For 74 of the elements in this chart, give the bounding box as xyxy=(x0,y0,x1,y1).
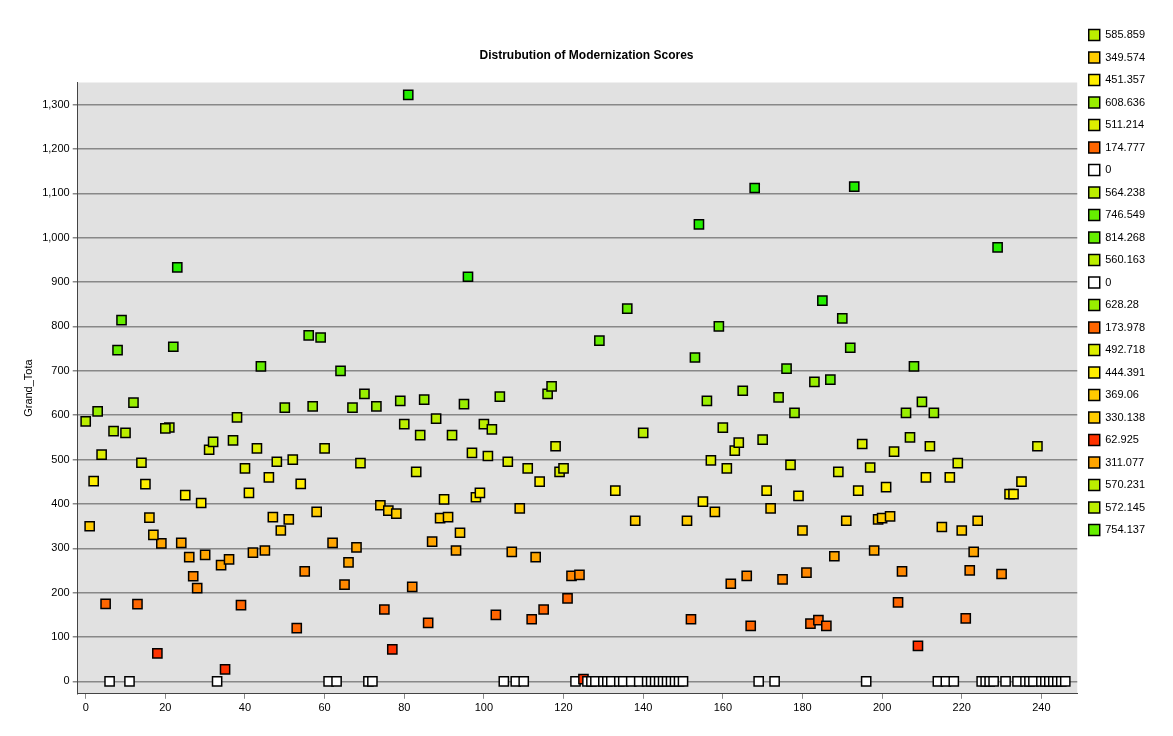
point xyxy=(84,520,96,532)
y-tick-label: 900 xyxy=(51,275,70,288)
x-tick-label: 160 xyxy=(713,701,733,714)
point xyxy=(144,512,155,523)
legend-label: 572.145 xyxy=(1105,500,1145,513)
y-tick-label: 1,100 xyxy=(42,186,70,199)
x-tick-label: 240 xyxy=(1032,701,1051,714)
point xyxy=(104,676,115,687)
y-tick-label: 500 xyxy=(51,452,70,465)
legend-label: 369.06 xyxy=(1105,388,1139,401)
point xyxy=(152,648,163,659)
point xyxy=(136,457,147,469)
legend-label: 754.137 xyxy=(1105,523,1145,536)
point xyxy=(120,427,131,439)
x-tick-label: 60 xyxy=(318,701,331,714)
y-axis-title: Grand_Tota xyxy=(21,358,34,417)
x-tick-label: 0 xyxy=(82,701,89,714)
y-tick-label: 1,300 xyxy=(42,97,70,110)
legend-label: 560.163 xyxy=(1105,253,1145,266)
chart-title: Distrubution of Modernization Scores xyxy=(479,47,694,62)
point xyxy=(140,478,151,490)
point xyxy=(156,538,167,549)
point xyxy=(88,475,99,487)
point xyxy=(100,598,111,610)
point xyxy=(96,449,107,460)
x-tick-label: 20 xyxy=(159,701,172,714)
y-tick-label: 1,200 xyxy=(42,141,70,154)
y-tick-label: 400 xyxy=(51,496,70,509)
point xyxy=(112,344,123,356)
y-tick-label: 200 xyxy=(51,585,70,598)
legend-label: 628.28 xyxy=(1105,298,1139,311)
legend-label: 330.138 xyxy=(1105,410,1145,423)
y-tick-label: 100 xyxy=(51,630,70,643)
point xyxy=(124,676,135,687)
x-tick-label: 220 xyxy=(952,701,971,714)
x-tick-label: 140 xyxy=(634,701,653,714)
point xyxy=(92,405,103,417)
legend-label: 451.357 xyxy=(1105,73,1145,86)
legend-label: 746.549 xyxy=(1105,208,1145,221)
point xyxy=(80,416,92,427)
x-tick-label: 200 xyxy=(872,701,892,714)
point xyxy=(116,314,127,326)
legend-label: 608.636 xyxy=(1105,95,1145,108)
legend-label: 0 xyxy=(1105,275,1112,288)
legend-label: 511.214 xyxy=(1105,118,1145,131)
point xyxy=(159,423,171,434)
legend-label: 349.574 xyxy=(1105,50,1145,63)
legend-label: 492.718 xyxy=(1105,343,1145,356)
legend-label: 564.238 xyxy=(1105,185,1145,198)
x-tick-label: 120 xyxy=(554,701,573,714)
y-tick-label: 700 xyxy=(51,363,70,376)
legend-label: 814.268 xyxy=(1105,230,1145,243)
legend-label: 585.859 xyxy=(1105,28,1145,41)
point xyxy=(128,397,139,408)
x-tick-label: 80 xyxy=(398,701,411,714)
legend-label: 570.231 xyxy=(1105,478,1145,491)
legend-label: 174.777 xyxy=(1105,140,1145,153)
legend-label: 444.391 xyxy=(1105,365,1145,378)
x-tick-label: 40 xyxy=(238,701,252,714)
x-tick-label: 100 xyxy=(474,701,494,714)
point xyxy=(132,598,143,610)
x-tick-label: 180 xyxy=(793,701,812,714)
point xyxy=(167,341,179,353)
y-tick-label: 0 xyxy=(63,674,70,687)
y-tick-label: 300 xyxy=(51,541,70,554)
legend-label: 173.978 xyxy=(1105,320,1145,333)
legend-label: 62.925 xyxy=(1105,433,1139,446)
legend-label: 0 xyxy=(1105,163,1112,176)
y-tick-label: 1,000 xyxy=(42,230,70,243)
legend-label: 311.077 xyxy=(1105,455,1145,468)
point xyxy=(108,425,119,437)
point xyxy=(148,529,159,541)
y-tick-label: 800 xyxy=(51,319,70,332)
y-tick-label: 600 xyxy=(51,408,70,421)
